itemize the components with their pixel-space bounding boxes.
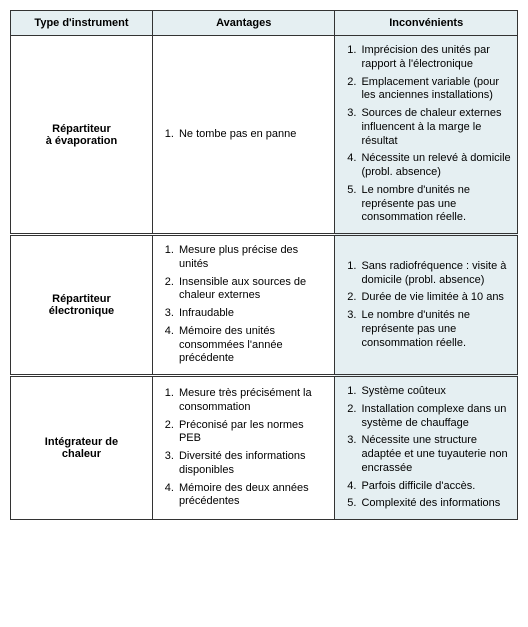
header-row: Type d'instrument Avantages Inconvénient… <box>11 11 518 36</box>
list-item: Mémoire des deux années précédentes <box>177 482 329 510</box>
instrument-label: à évaporation <box>46 135 118 147</box>
header-disadvantages: Inconvénients <box>335 11 518 36</box>
list-item: Sans radiofréquence : visite à domicile … <box>359 260 511 288</box>
list-item: Système coûteux <box>359 385 511 399</box>
advantages-list: Mesure plus précise des unités Insensible… <box>155 244 329 366</box>
instrument-label: Répartiteur <box>52 123 111 135</box>
list-item: Nécessite un relevé à domicile (probl. a… <box>359 152 511 180</box>
disadvantages-cell: Sans radiofréquence : visite à domicile … <box>335 235 518 376</box>
instrument-cell: Intégrateur dechaleur <box>11 376 153 520</box>
list-item: Durée de vie limitée à 10 ans <box>359 291 511 305</box>
list-item: Le nombre d'unités ne représente pas une… <box>359 309 511 350</box>
advantages-cell: Mesure très précisément la consommation P… <box>152 376 335 520</box>
list-item: Préconisé par les normes PEB <box>177 419 329 447</box>
list-item: Nécessite une structure adaptée et une t… <box>359 434 511 475</box>
advantages-list: Mesure très précisément la consommation P… <box>155 387 329 509</box>
instrument-label: Répartiteur <box>52 293 111 305</box>
disadvantages-cell: Système coûteux Installation complexe dan… <box>335 376 518 520</box>
header-instrument: Type d'instrument <box>11 11 153 36</box>
disadvantages-list: Imprécision des unités par rapport à l'é… <box>337 44 511 225</box>
advantages-cell: Mesure plus précise des unités Insensible… <box>152 235 335 376</box>
list-item: Complexité des informations <box>359 497 511 511</box>
header-advantages: Avantages <box>152 11 335 36</box>
disadvantages-cell: Imprécision des unités par rapport à l'é… <box>335 36 518 235</box>
instrument-label: Intégrateur de <box>45 436 118 448</box>
list-item: Parfois difficile d'accès. <box>359 480 511 494</box>
list-item: Le nombre d'unités ne représente pas une… <box>359 184 511 225</box>
list-item: Installation complexe dans un système de… <box>359 403 511 431</box>
list-item: Mesure très précisément la consommation <box>177 387 329 415</box>
instrument-cell: Répartiteurà évaporation <box>11 36 153 235</box>
disadvantages-list: Système coûteux Installation complexe dan… <box>337 385 511 511</box>
disadvantages-list: Sans radiofréquence : visite à domicile … <box>337 260 511 351</box>
instrument-cell: Répartiteurélectronique <box>11 235 153 376</box>
list-item: Insensible aux sources de chaleur extern… <box>177 276 329 304</box>
list-item: Imprécision des unités par rapport à l'é… <box>359 44 511 72</box>
table-row: Intégrateur dechaleurMesure très précisé… <box>11 376 518 520</box>
table-row: Répartiteurà évaporation Ne tombe pas en … <box>11 36 518 235</box>
list-item: Ne tombe pas en panne <box>177 128 329 142</box>
table-body: Répartiteurà évaporationNe tombe pas en … <box>11 36 518 520</box>
instrument-label: électronique <box>49 305 114 317</box>
list-item: Mesure plus précise des unités <box>177 244 329 272</box>
instrument-label: chaleur <box>62 448 101 460</box>
list-item: Emplacement variable (pour les anciennes… <box>359 76 511 104</box>
list-item: Sources de chaleur externes influencent … <box>359 107 511 148</box>
advantages-cell: Ne tombe pas en panne <box>152 36 335 235</box>
advantages-list: Ne tombe pas en panne <box>155 128 329 142</box>
comparison-table: Type d'instrument Avantages Inconvénient… <box>10 10 518 520</box>
list-item: Mémoire des unités consommées l'année pr… <box>177 325 329 366</box>
list-item: Diversité des informations disponibles <box>177 450 329 478</box>
list-item: Infraudable <box>177 307 329 321</box>
table-row: RépartiteurélectroniqueMesure plus préci… <box>11 235 518 376</box>
